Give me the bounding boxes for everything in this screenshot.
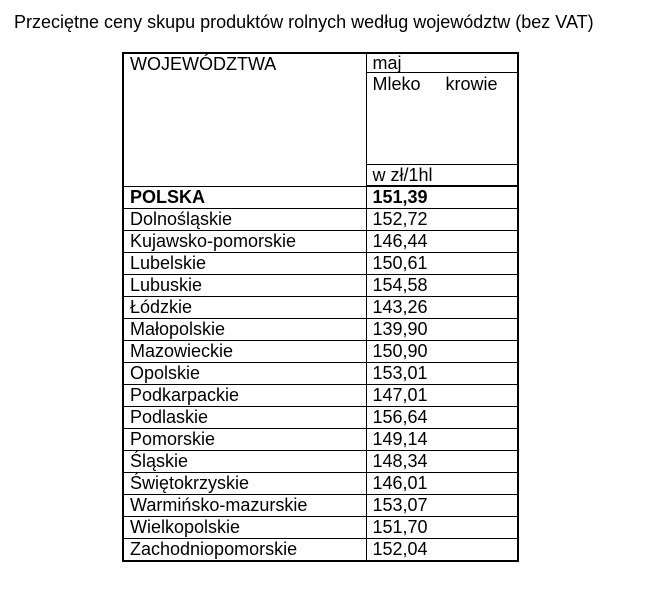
region-name: Opolskie — [122, 362, 367, 385]
price-value: 149,14 — [365, 428, 519, 451]
price-value: 151,39 — [365, 185, 519, 209]
region-name: Śląskie — [122, 450, 367, 473]
region-name: Małopolskie — [122, 318, 367, 341]
table-row: Podkarpackie 147,01 — [122, 384, 519, 407]
price-table: WOJEWÓDZTWA maj Mleko krowie w zł/1hl PO… — [122, 52, 519, 562]
table-row: Małopolskie 139,90 — [122, 318, 519, 341]
price-value: 152,04 — [365, 538, 519, 562]
region-name: Podkarpackie — [122, 384, 367, 407]
price-value: 146,01 — [365, 472, 519, 495]
price-value: 151,70 — [365, 516, 519, 539]
table-row: Podlaskie 156,64 — [122, 406, 519, 429]
region-name: Świętokrzyskie — [122, 472, 367, 495]
region-name: Dolnośląskie — [122, 208, 367, 231]
table-row: Lubuskie 154,58 — [122, 274, 519, 297]
table-row: Kujawsko-pomorskie 146,44 — [122, 230, 519, 253]
price-value: 146,44 — [365, 230, 519, 253]
region-name: Podlaskie — [122, 406, 367, 429]
price-value: 153,07 — [365, 494, 519, 517]
price-value: 148,34 — [365, 450, 519, 473]
table-row: Opolskie 153,01 — [122, 362, 519, 385]
regions-column-header: WOJEWÓDZTWA — [122, 52, 367, 187]
table-header-row: w zł/1hl — [123, 164, 519, 187]
table-row: Zachodniopomorskie 152,04 — [122, 538, 519, 562]
product-header: Mleko krowie — [365, 72, 519, 165]
region-name: POLSKA — [122, 185, 367, 209]
region-name: Lubelskie — [122, 252, 367, 275]
region-name: Lubuskie — [122, 274, 367, 297]
table-row: Łódzkie 143,26 — [122, 296, 519, 319]
table-row: Śląskie 148,34 — [122, 450, 519, 473]
table-row: Mazowieckie 150,90 — [122, 340, 519, 363]
table-header-row: WOJEWÓDZTWA maj — [122, 52, 519, 187]
price-value: 150,90 — [365, 340, 519, 363]
price-value: 153,01 — [365, 362, 519, 385]
period-header: maj — [365, 52, 519, 73]
table-row: Pomorskie 149,14 — [122, 428, 519, 451]
page-title: Przeciętne ceny skupu produktów rolnych … — [14, 12, 594, 32]
price-value: 150,61 — [365, 252, 519, 275]
table-row-summary: POLSKA 151,39 — [122, 185, 519, 209]
region-name: Mazowieckie — [122, 340, 367, 363]
price-value: 154,58 — [365, 274, 519, 297]
table-row: Świętokrzyskie 146,01 — [122, 472, 519, 495]
region-name: Kujawsko-pomorskie — [122, 230, 367, 253]
table-header-row: Mleko krowie — [123, 72, 519, 165]
price-value: 152,72 — [365, 208, 519, 231]
region-name: Zachodniopomorskie — [122, 538, 367, 562]
price-value: 139,90 — [365, 318, 519, 341]
region-name: Łódzkie — [122, 296, 367, 319]
region-name: Warmińsko-mazurskie — [122, 494, 367, 517]
price-value: 147,01 — [365, 384, 519, 407]
region-name: Wielkopolskie — [122, 516, 367, 539]
price-value: 156,64 — [365, 406, 519, 429]
table-row: Dolnośląskie 152,72 — [122, 208, 519, 231]
table-row: Lubelskie 150,61 — [122, 252, 519, 275]
table-row: Wielkopolskie 151,70 — [122, 516, 519, 539]
region-name: Pomorskie — [122, 428, 367, 451]
price-value: 143,26 — [365, 296, 519, 319]
table-row: Warmińsko-mazurskie 153,07 — [122, 494, 519, 517]
unit-header: w zł/1hl — [365, 164, 519, 187]
